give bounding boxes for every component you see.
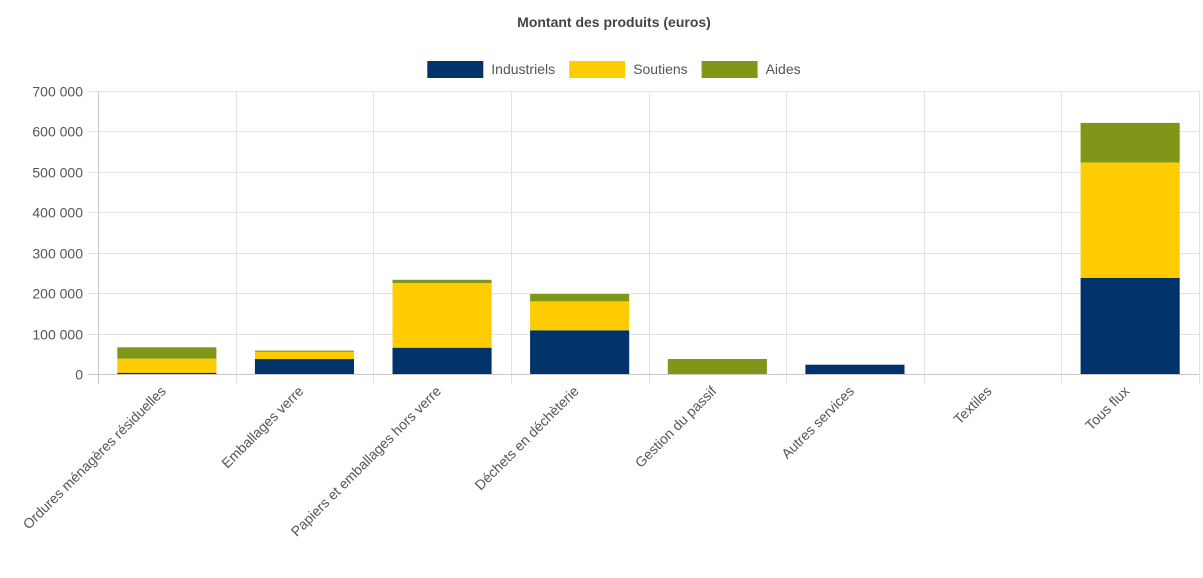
bar-segment — [530, 330, 630, 374]
bar-segment — [254, 359, 354, 374]
x-tick-label: Gestion du passif — [632, 383, 720, 471]
x-tick-label: Textiles — [950, 383, 994, 427]
x-tick-label: Ordures ménagères résiduelles — [20, 383, 169, 532]
x-tick-label: Emballages verre — [218, 383, 306, 471]
bar-segment — [254, 351, 354, 360]
bar-segment — [1080, 122, 1180, 163]
y-axis: 0 100 000 200 000 300 000 400 000 500 000 600 … — [32, 84, 1199, 384]
legend: Industriels Soutiens Aides — [427, 61, 801, 78]
bar-segment — [1080, 162, 1180, 278]
bar-segment — [805, 364, 905, 374]
chart-title: Montant des produits (euros) — [517, 14, 711, 30]
bar-segment — [667, 359, 767, 374]
legend-swatch — [701, 61, 758, 78]
x-tick-label: Tous flux — [1082, 383, 1132, 433]
y-tick-label: 100 000 — [32, 327, 83, 343]
legend-item: Industriels — [427, 61, 555, 78]
bar-segment — [117, 372, 217, 374]
y-tick-label: 300 000 — [32, 246, 83, 262]
bar-segment — [1080, 277, 1180, 374]
y-tick-label: 200 000 — [32, 286, 83, 302]
bar-segment — [392, 347, 492, 374]
y-tick-label: 600 000 — [32, 124, 83, 140]
legend-swatch — [569, 61, 626, 78]
x-tick-label: Autres services — [778, 383, 857, 462]
bar-segment — [117, 358, 217, 373]
y-tick-label: 500 000 — [32, 165, 83, 181]
bar-segment — [530, 301, 630, 331]
bar-segment — [392, 279, 492, 283]
legend-swatch — [427, 61, 484, 78]
bar-segment — [117, 347, 217, 359]
legend-label: Industriels — [491, 61, 555, 77]
legend-item: Soutiens — [569, 61, 688, 78]
y-tick-label: 700 000 — [32, 84, 83, 100]
bar-segment — [254, 350, 354, 352]
bar-segment — [392, 283, 492, 348]
bars — [117, 122, 1180, 374]
legend-label: Soutiens — [633, 61, 687, 77]
y-tick-label: 0 — [75, 367, 83, 383]
bar-segment — [530, 294, 630, 302]
grid — [88, 91, 1200, 384]
x-tick-label: Papiers et emballages hors verre — [288, 383, 445, 540]
legend-label: Aides — [766, 61, 801, 77]
x-tick-label: Déchets en déchèterie — [471, 383, 582, 494]
legend-item: Aides — [701, 61, 801, 78]
x-axis: Ordures ménagères résiduelles Emballages … — [20, 383, 1133, 540]
y-tick-label: 400 000 — [32, 205, 83, 221]
